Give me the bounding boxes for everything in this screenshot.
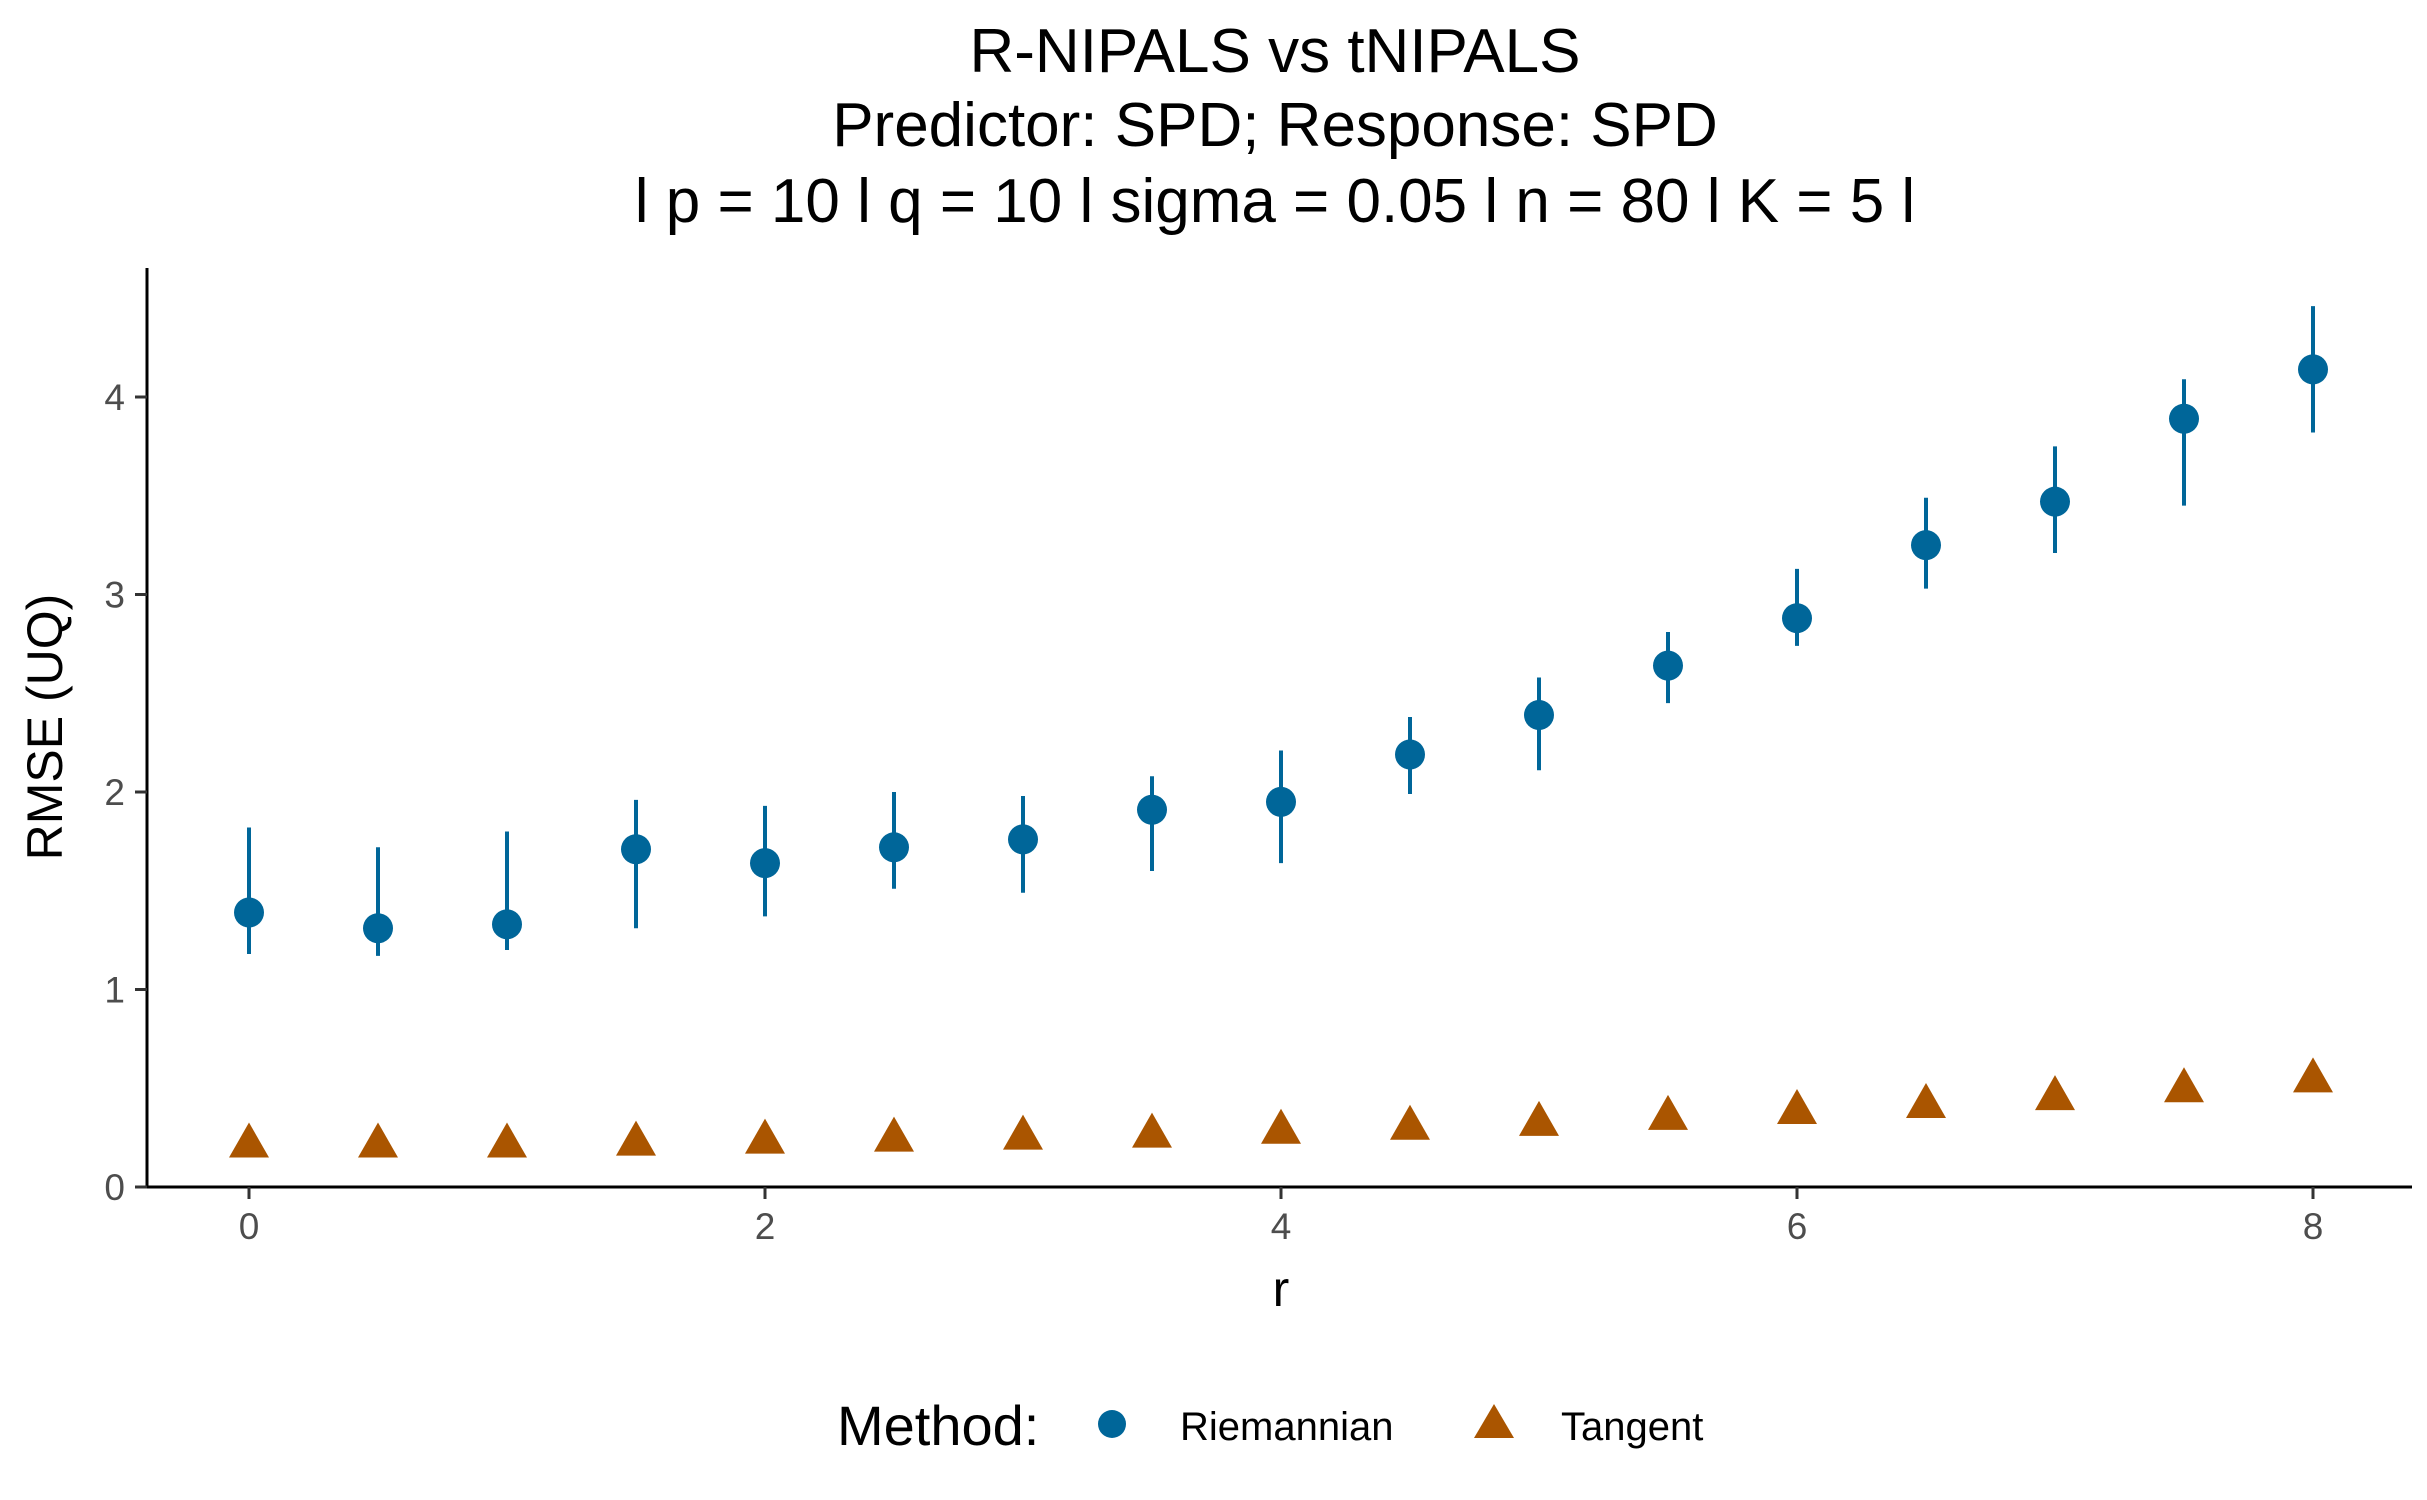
riemannian-point <box>363 913 393 944</box>
riemannian-point <box>2040 486 2070 517</box>
legend-riemannian-label: Riemannian <box>1180 1405 1393 1449</box>
series-riemannian <box>234 306 2328 956</box>
tangent-point <box>745 1118 785 1154</box>
x-tick-label: 2 <box>755 1206 776 1247</box>
series-tangent <box>229 1057 2333 1158</box>
legend: Method: Riemannian Tangent <box>837 1394 1703 1457</box>
title-line-2: Predictor: SPD; Response: SPD <box>832 91 1718 160</box>
title-line-3: l p = 10 l q = 10 l sigma = 0.05 l n = 8… <box>635 167 1915 236</box>
riemannian-point <box>1911 530 1941 561</box>
riemannian-point <box>1008 824 1038 855</box>
series-layer <box>229 306 2333 1158</box>
tangent-point <box>1003 1114 1043 1150</box>
riemannian-point <box>234 897 264 928</box>
legend-tangent-label: Tangent <box>1561 1405 1703 1449</box>
legend-tangent-marker <box>1474 1404 1514 1438</box>
tangent-point <box>1261 1108 1301 1144</box>
riemannian-point <box>2169 403 2199 434</box>
tangent-point <box>2293 1057 2333 1093</box>
tangent-point <box>358 1122 398 1158</box>
riemannian-point <box>1524 699 1554 730</box>
x-tick-label: 0 <box>239 1206 260 1247</box>
x-tick-label: 6 <box>1787 1206 1808 1247</box>
tangent-point <box>487 1122 527 1158</box>
chart-title: R-NIPALS vs tNIPALS Predictor: SPD; Resp… <box>635 17 1915 236</box>
tangent-point <box>1132 1112 1172 1148</box>
x-tick-label: 8 <box>2303 1206 2324 1247</box>
tangent-point <box>616 1120 656 1156</box>
riemannian-point <box>1395 739 1425 770</box>
y-tick-label: 3 <box>104 575 125 616</box>
y-axis-ticks: 0 1 2 3 4 <box>104 377 147 1208</box>
riemannian-point <box>1653 650 1683 681</box>
title-line-1: R-NIPALS vs tNIPALS <box>970 17 1581 86</box>
riemannian-point <box>621 834 651 865</box>
y-tick-label: 4 <box>104 377 125 418</box>
tangent-point <box>2035 1075 2075 1111</box>
y-axis-title: RMSE (UQ) <box>17 594 73 861</box>
tangent-point <box>2164 1067 2204 1103</box>
x-axis-title: r <box>1273 1261 1290 1317</box>
tangent-point <box>1777 1088 1817 1124</box>
tangent-point <box>1906 1083 1946 1119</box>
riemannian-point <box>1137 794 1167 825</box>
riemannian-point <box>1266 786 1296 817</box>
legend-title: Method: <box>837 1394 1039 1457</box>
tangent-point <box>1390 1104 1430 1140</box>
tangent-point <box>1648 1094 1688 1130</box>
tangent-point <box>1519 1100 1559 1136</box>
y-tick-label: 0 <box>104 1167 125 1208</box>
y-tick-label: 1 <box>104 970 125 1011</box>
riemannian-point <box>492 909 522 940</box>
riemannian-point <box>879 832 909 863</box>
tangent-point <box>229 1122 269 1158</box>
x-tick-label: 4 <box>1271 1206 1292 1247</box>
riemannian-point <box>2298 354 2328 385</box>
riemannian-point <box>750 848 780 879</box>
y-tick-label: 2 <box>104 772 125 813</box>
legend-riemannian-marker <box>1098 1410 1126 1438</box>
riemannian-point <box>1782 603 1812 634</box>
tangent-point <box>874 1116 914 1152</box>
x-axis-ticks: 0 2 4 6 8 <box>239 1187 2324 1247</box>
